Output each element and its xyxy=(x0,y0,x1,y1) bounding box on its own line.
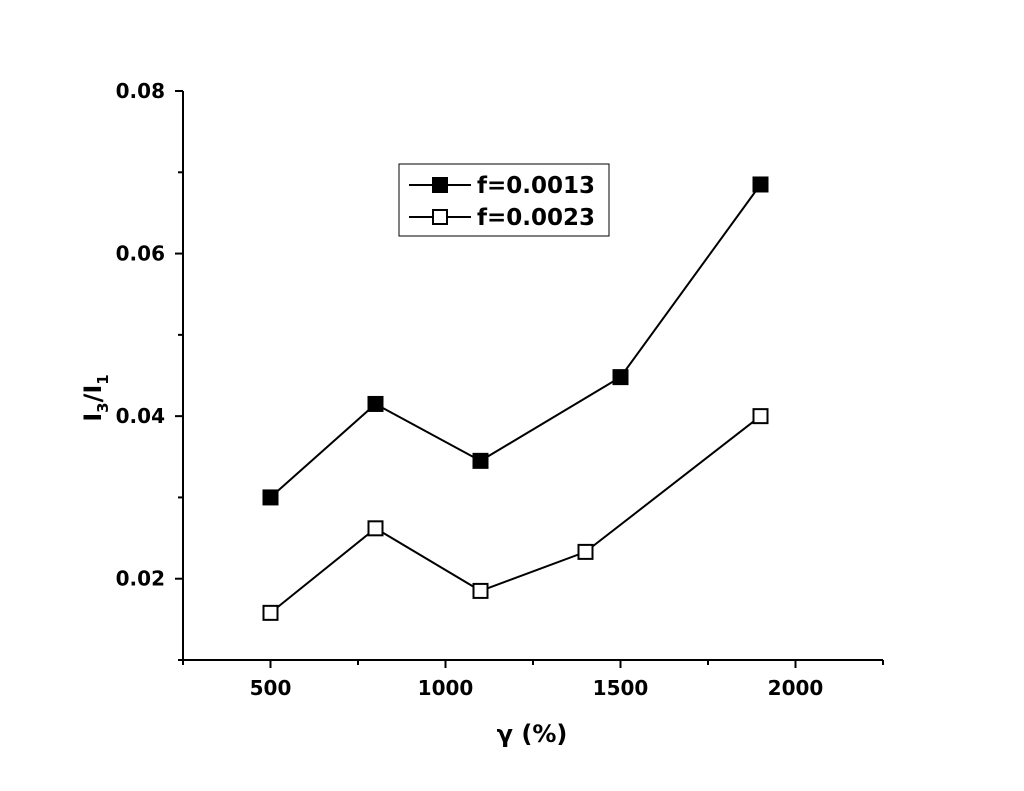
data-point xyxy=(367,520,384,537)
y-tick-label: 0.06 xyxy=(116,242,165,266)
y-tick-label: 0.08 xyxy=(116,79,165,103)
x-tick-label: 500 xyxy=(250,676,292,700)
y-tick-label: 0.02 xyxy=(116,567,165,591)
legend-label-series-2: f=0.0023 xyxy=(477,205,595,231)
x-axis-title: γ (%) xyxy=(497,720,568,748)
legend-marker-series-2 xyxy=(432,209,448,225)
y-axis-title-base-2: I xyxy=(79,385,107,394)
x-tick-label: 2000 xyxy=(768,676,824,700)
data-point xyxy=(752,408,769,425)
data-point xyxy=(577,543,594,560)
data-point xyxy=(472,582,489,599)
series xyxy=(262,176,769,621)
legend: f=0.0013 f=0.0023 xyxy=(398,163,610,237)
series-1 xyxy=(262,176,769,506)
data-point xyxy=(262,489,279,506)
data-point xyxy=(612,369,629,386)
y-tick-label: 0.04 xyxy=(116,404,165,428)
ticks: 0.02 0.04 0.06 0.08 500 1000 1500 2000 xyxy=(116,79,884,700)
y-axis-title-sub-2: 1 xyxy=(94,374,112,384)
x-tick-label: 1500 xyxy=(593,676,649,700)
data-point xyxy=(262,604,279,621)
y-axis-title-sub-1: 3 xyxy=(94,402,112,412)
y-axis-title: I3/I1 xyxy=(79,374,112,422)
data-point xyxy=(472,452,489,469)
legend-marker-series-1 xyxy=(432,177,448,193)
series-line xyxy=(269,415,762,614)
legend-label-series-1: f=0.0013 xyxy=(477,173,595,199)
y-axis-title-base-1: I xyxy=(79,413,107,422)
data-point xyxy=(752,176,769,193)
y-axis-title-slash: / xyxy=(79,393,107,402)
series-2 xyxy=(262,408,769,621)
data-point xyxy=(367,395,384,412)
x-tick-label: 1000 xyxy=(418,676,474,700)
